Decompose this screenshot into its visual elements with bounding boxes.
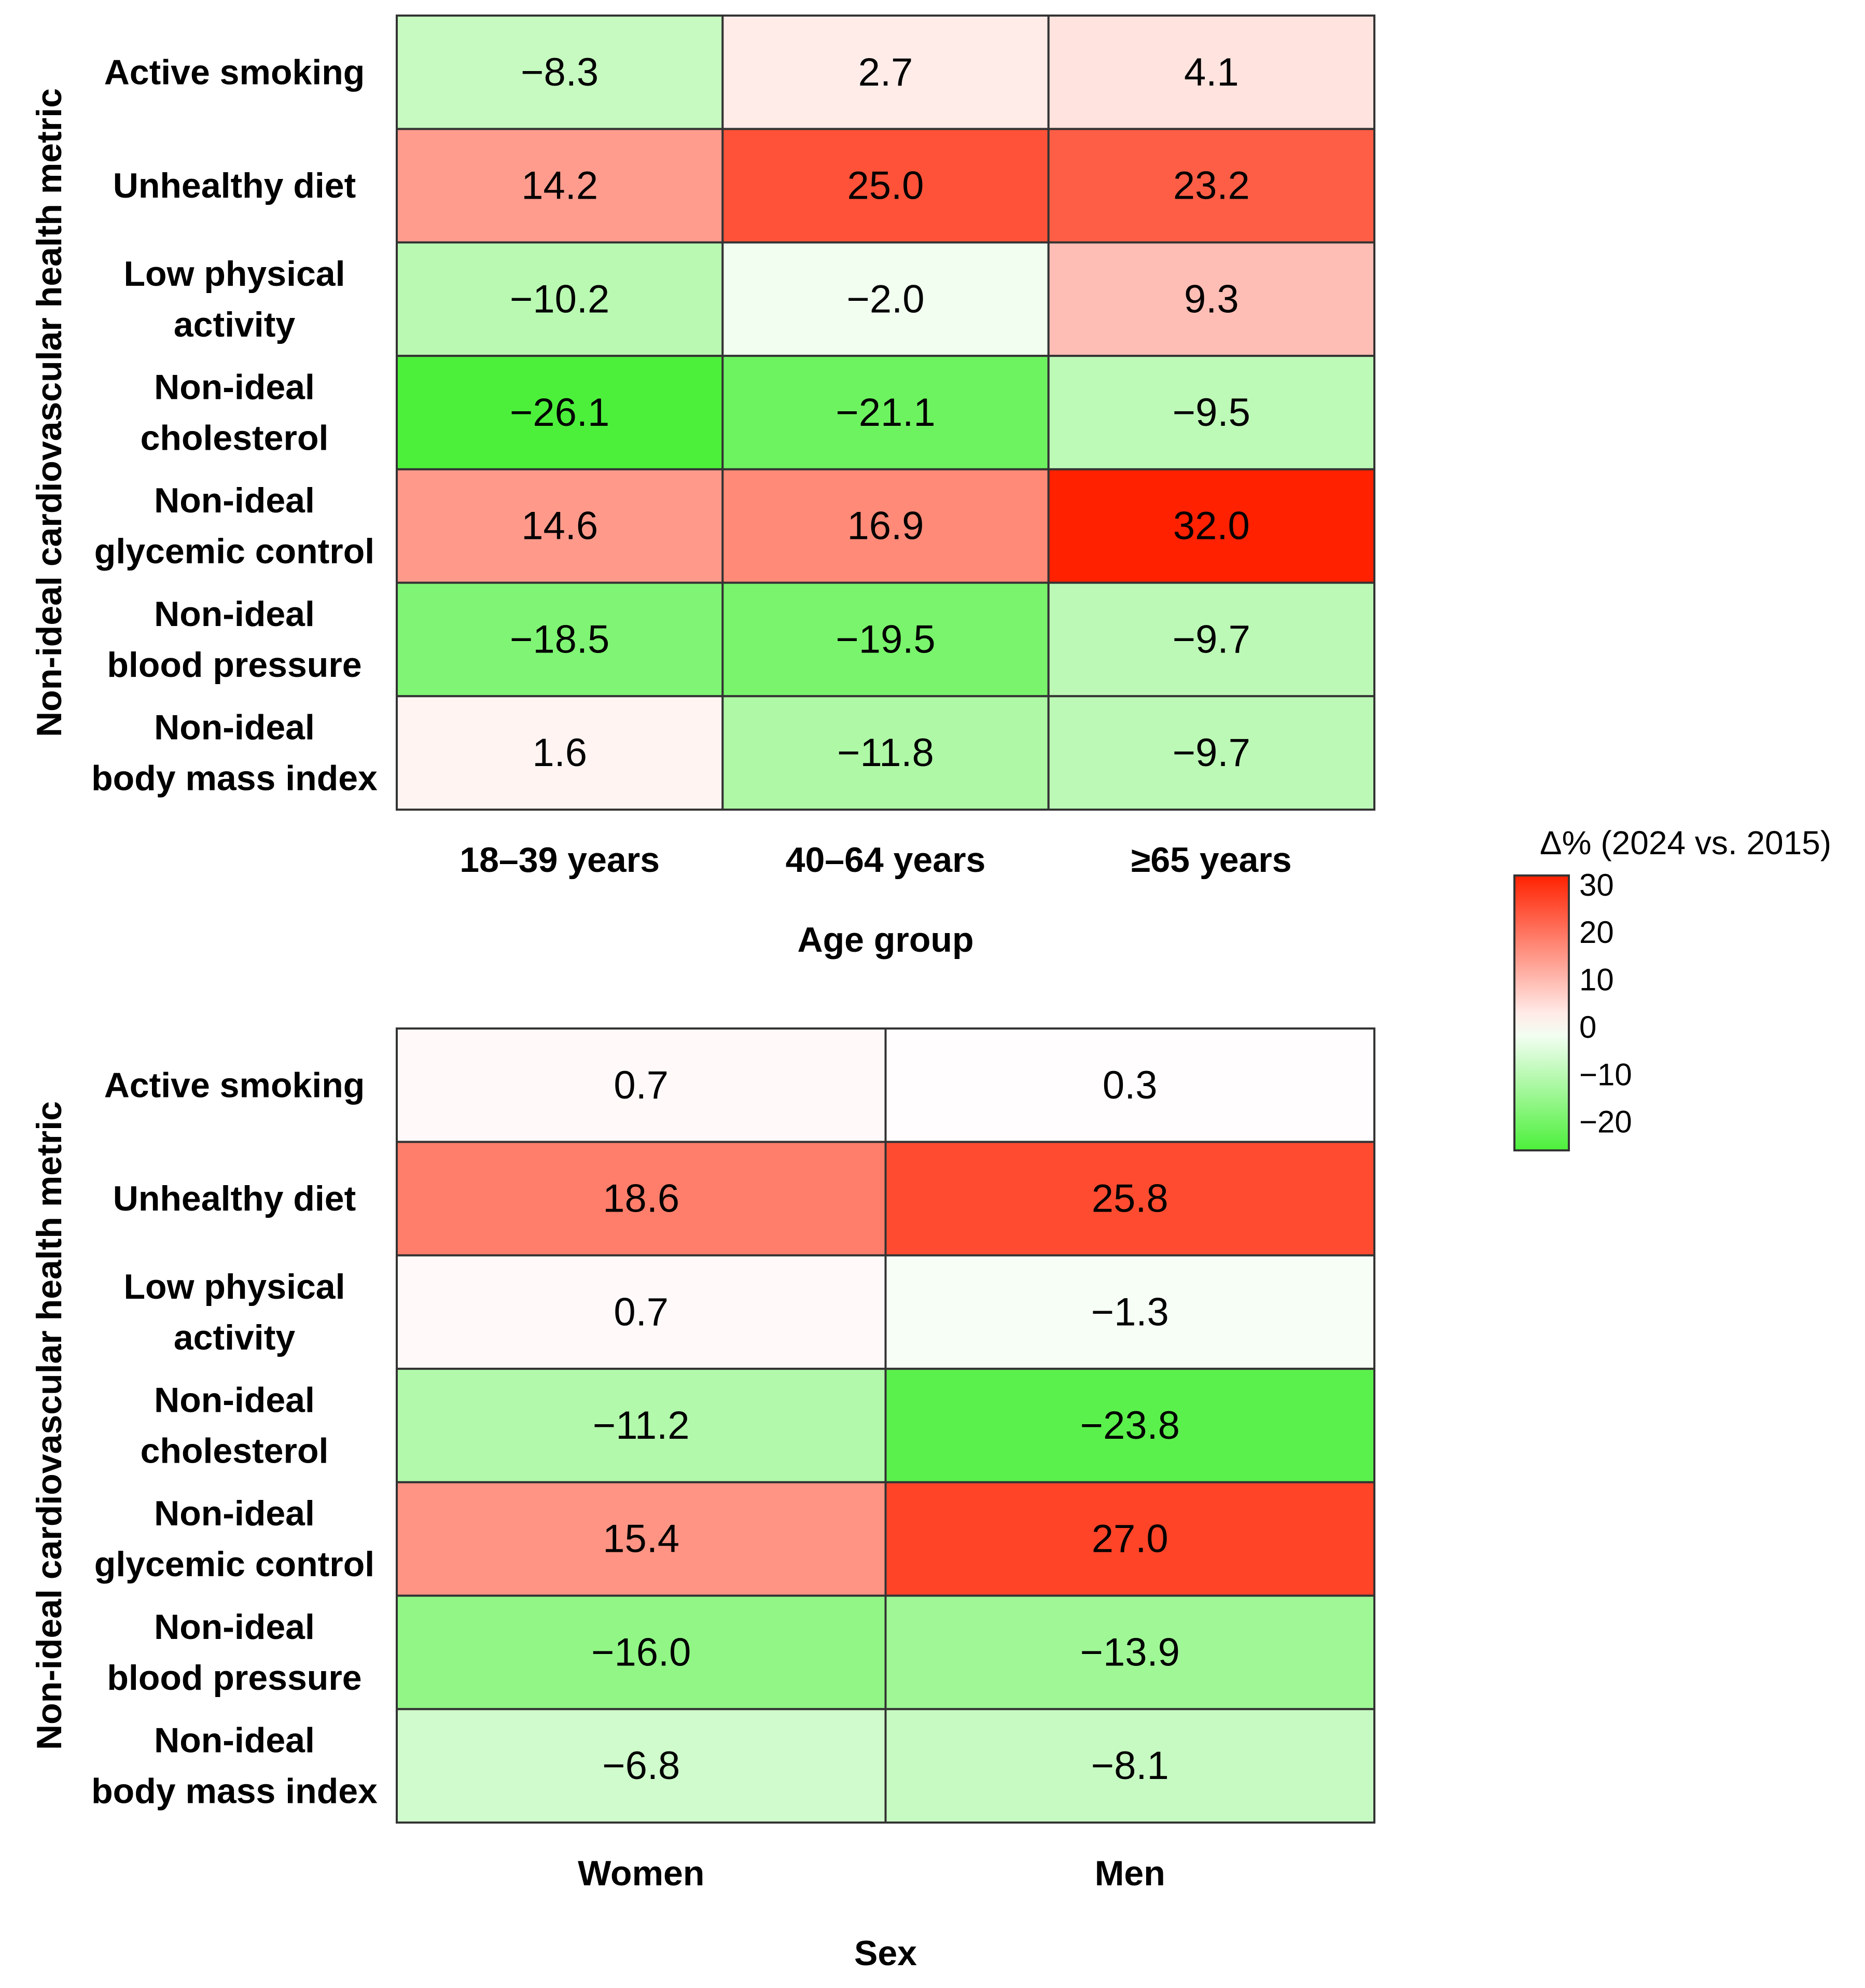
row-label: Active smoking [104, 52, 365, 92]
heatmap-cell [884, 1027, 1375, 1143]
x-axis-title: Age group [798, 920, 974, 960]
cell-value-label: −21.1 [836, 391, 935, 435]
heatmap-cell [1047, 15, 1375, 130]
column-label: ≥65 years [1131, 840, 1292, 880]
cell-value-label: 27.0 [1092, 1517, 1168, 1561]
cell-value-label: 15.4 [603, 1517, 679, 1561]
row-label: Low physical activity [124, 1267, 345, 1357]
cell-value-label: −2.0 [846, 277, 924, 321]
heatmap-cell [396, 468, 724, 584]
cell-value-label: −11.2 [593, 1403, 690, 1448]
legend-tick-label: 30 [1579, 868, 1614, 902]
cell-value-label: 14.2 [521, 164, 598, 208]
heatmap-cell [884, 1254, 1375, 1370]
legend-tick-label: −20 [1579, 1105, 1632, 1139]
heatmap-cell [396, 1027, 887, 1143]
heatmap-cell [884, 1481, 1375, 1597]
row-label: Non-ideal glycemic control [94, 481, 374, 571]
heatmap-cell [1047, 468, 1375, 584]
cell-value-label: −1.3 [1091, 1290, 1169, 1334]
heatmap-cell [721, 241, 1050, 357]
heatmap-cell [884, 1708, 1375, 1824]
row-label: Low physical activity [124, 254, 345, 344]
sex-heatmap: 0.7 0.3 18.6 25.8 0.7 −1.3 −11.2 −23.8 15.4 27.0 −… [30, 1027, 1375, 1973]
cell-value-label: 9.3 [1184, 277, 1239, 321]
column-label: Women [578, 1854, 704, 1893]
cell-value-label: 4.1 [1184, 50, 1239, 94]
cell-value-label: 18.6 [603, 1177, 679, 1221]
row-label: Non-ideal cholesterol [141, 1381, 329, 1471]
cell-value-label: 25.8 [1092, 1177, 1168, 1221]
heatmap-cell [1047, 581, 1375, 698]
age-group-heatmap: −8.3 2.7 4.1 14.2 25.0 23.2 −10.2 −2.0 9.3 −26.1 −… [30, 15, 1375, 960]
cell-value-label: −16.0 [591, 1630, 691, 1674]
cell-value-label: −8.3 [521, 50, 599, 94]
row-label: Non-ideal body mass index [91, 708, 378, 798]
heatmap-cell [721, 695, 1050, 811]
cell-value-label: −9.7 [1173, 731, 1250, 775]
row-label: Non-ideal blood pressure [107, 594, 361, 685]
legend-tick-label: −10 [1579, 1057, 1632, 1092]
heatmap-cell [721, 581, 1050, 698]
row-label: Unhealthy diet [113, 1179, 356, 1218]
legend-tick-label: 0 [1579, 1010, 1596, 1045]
heatmap-cell [396, 355, 724, 470]
heatmap-cell [396, 1368, 887, 1483]
heatmap-cell [1047, 695, 1375, 811]
row-label: Non-ideal body mass index [91, 1721, 378, 1811]
row-label: Non-ideal glycemic control [94, 1494, 374, 1584]
row-label: Non-ideal cholesterol [141, 368, 329, 458]
cell-value-label: −23.8 [1080, 1403, 1180, 1448]
cell-value-label: −18.5 [510, 617, 609, 661]
cell-value-label: −19.5 [836, 617, 935, 661]
legend-color-bar [1513, 874, 1570, 1151]
cell-value-label: 0.7 [614, 1290, 669, 1334]
cell-value-label: 25.0 [847, 164, 924, 208]
x-axis-title: Sex [854, 1934, 917, 1973]
cell-value-label: −9.5 [1173, 391, 1250, 435]
legend-title: Δ% (2024 vs. 2015) [1540, 824, 1831, 861]
column-label: 18–39 years [460, 840, 660, 880]
row-label: Unhealthy diet [113, 166, 356, 205]
cell-value-label: −13.9 [1080, 1630, 1180, 1674]
heatmap-cell [396, 1708, 887, 1824]
cell-value-label: 2.7 [858, 50, 913, 94]
heatmap-cell [1047, 355, 1375, 470]
y-axis-title: Non-ideal cardiovascular health metric [30, 88, 69, 737]
heatmap-cell [396, 581, 724, 698]
heatmap-cell [884, 1368, 1375, 1483]
legend-tick-label: 10 [1579, 963, 1614, 997]
cell-value-label: 14.6 [521, 504, 598, 548]
heatmap-cell [1047, 128, 1375, 244]
heatmap-cell [396, 128, 724, 244]
color-legend: Δ% (2024 vs. 2015) 30 20 10 0 −10 −20 [1513, 824, 1831, 1151]
row-label: Non-ideal blood pressure [107, 1607, 361, 1698]
heatmap-cell [721, 15, 1050, 130]
cell-value-label: −6.8 [602, 1744, 680, 1788]
cell-value-label: 0.3 [1103, 1063, 1158, 1107]
column-label: 40–64 years [786, 840, 986, 880]
cell-value-label: 16.9 [847, 504, 924, 548]
cell-value-label: 23.2 [1173, 164, 1250, 208]
heatmap-cell [884, 1141, 1375, 1257]
row-label: Active smoking [104, 1065, 365, 1105]
cell-value-label: 1.6 [532, 731, 587, 775]
heatmap-cell [396, 695, 724, 811]
heatmap-cell [396, 15, 724, 130]
cell-value-label: 0.7 [614, 1063, 669, 1107]
heatmap-cell [721, 468, 1050, 584]
cell-value-label: −10.2 [510, 277, 609, 321]
column-label: Men [1095, 1854, 1165, 1893]
cell-value-label: −26.1 [510, 391, 609, 435]
y-axis-title: Non-ideal cardiovascular health metric [30, 1101, 69, 1750]
cell-value-label: 32.0 [1173, 504, 1250, 548]
legend-tick-label: 20 [1579, 915, 1614, 950]
heatmap-cell [884, 1594, 1375, 1711]
heatmap-cell [721, 128, 1050, 244]
cell-value-label: −8.1 [1091, 1744, 1169, 1788]
cell-value-label: −9.7 [1173, 617, 1250, 661]
cell-value-label: −11.8 [837, 731, 934, 775]
